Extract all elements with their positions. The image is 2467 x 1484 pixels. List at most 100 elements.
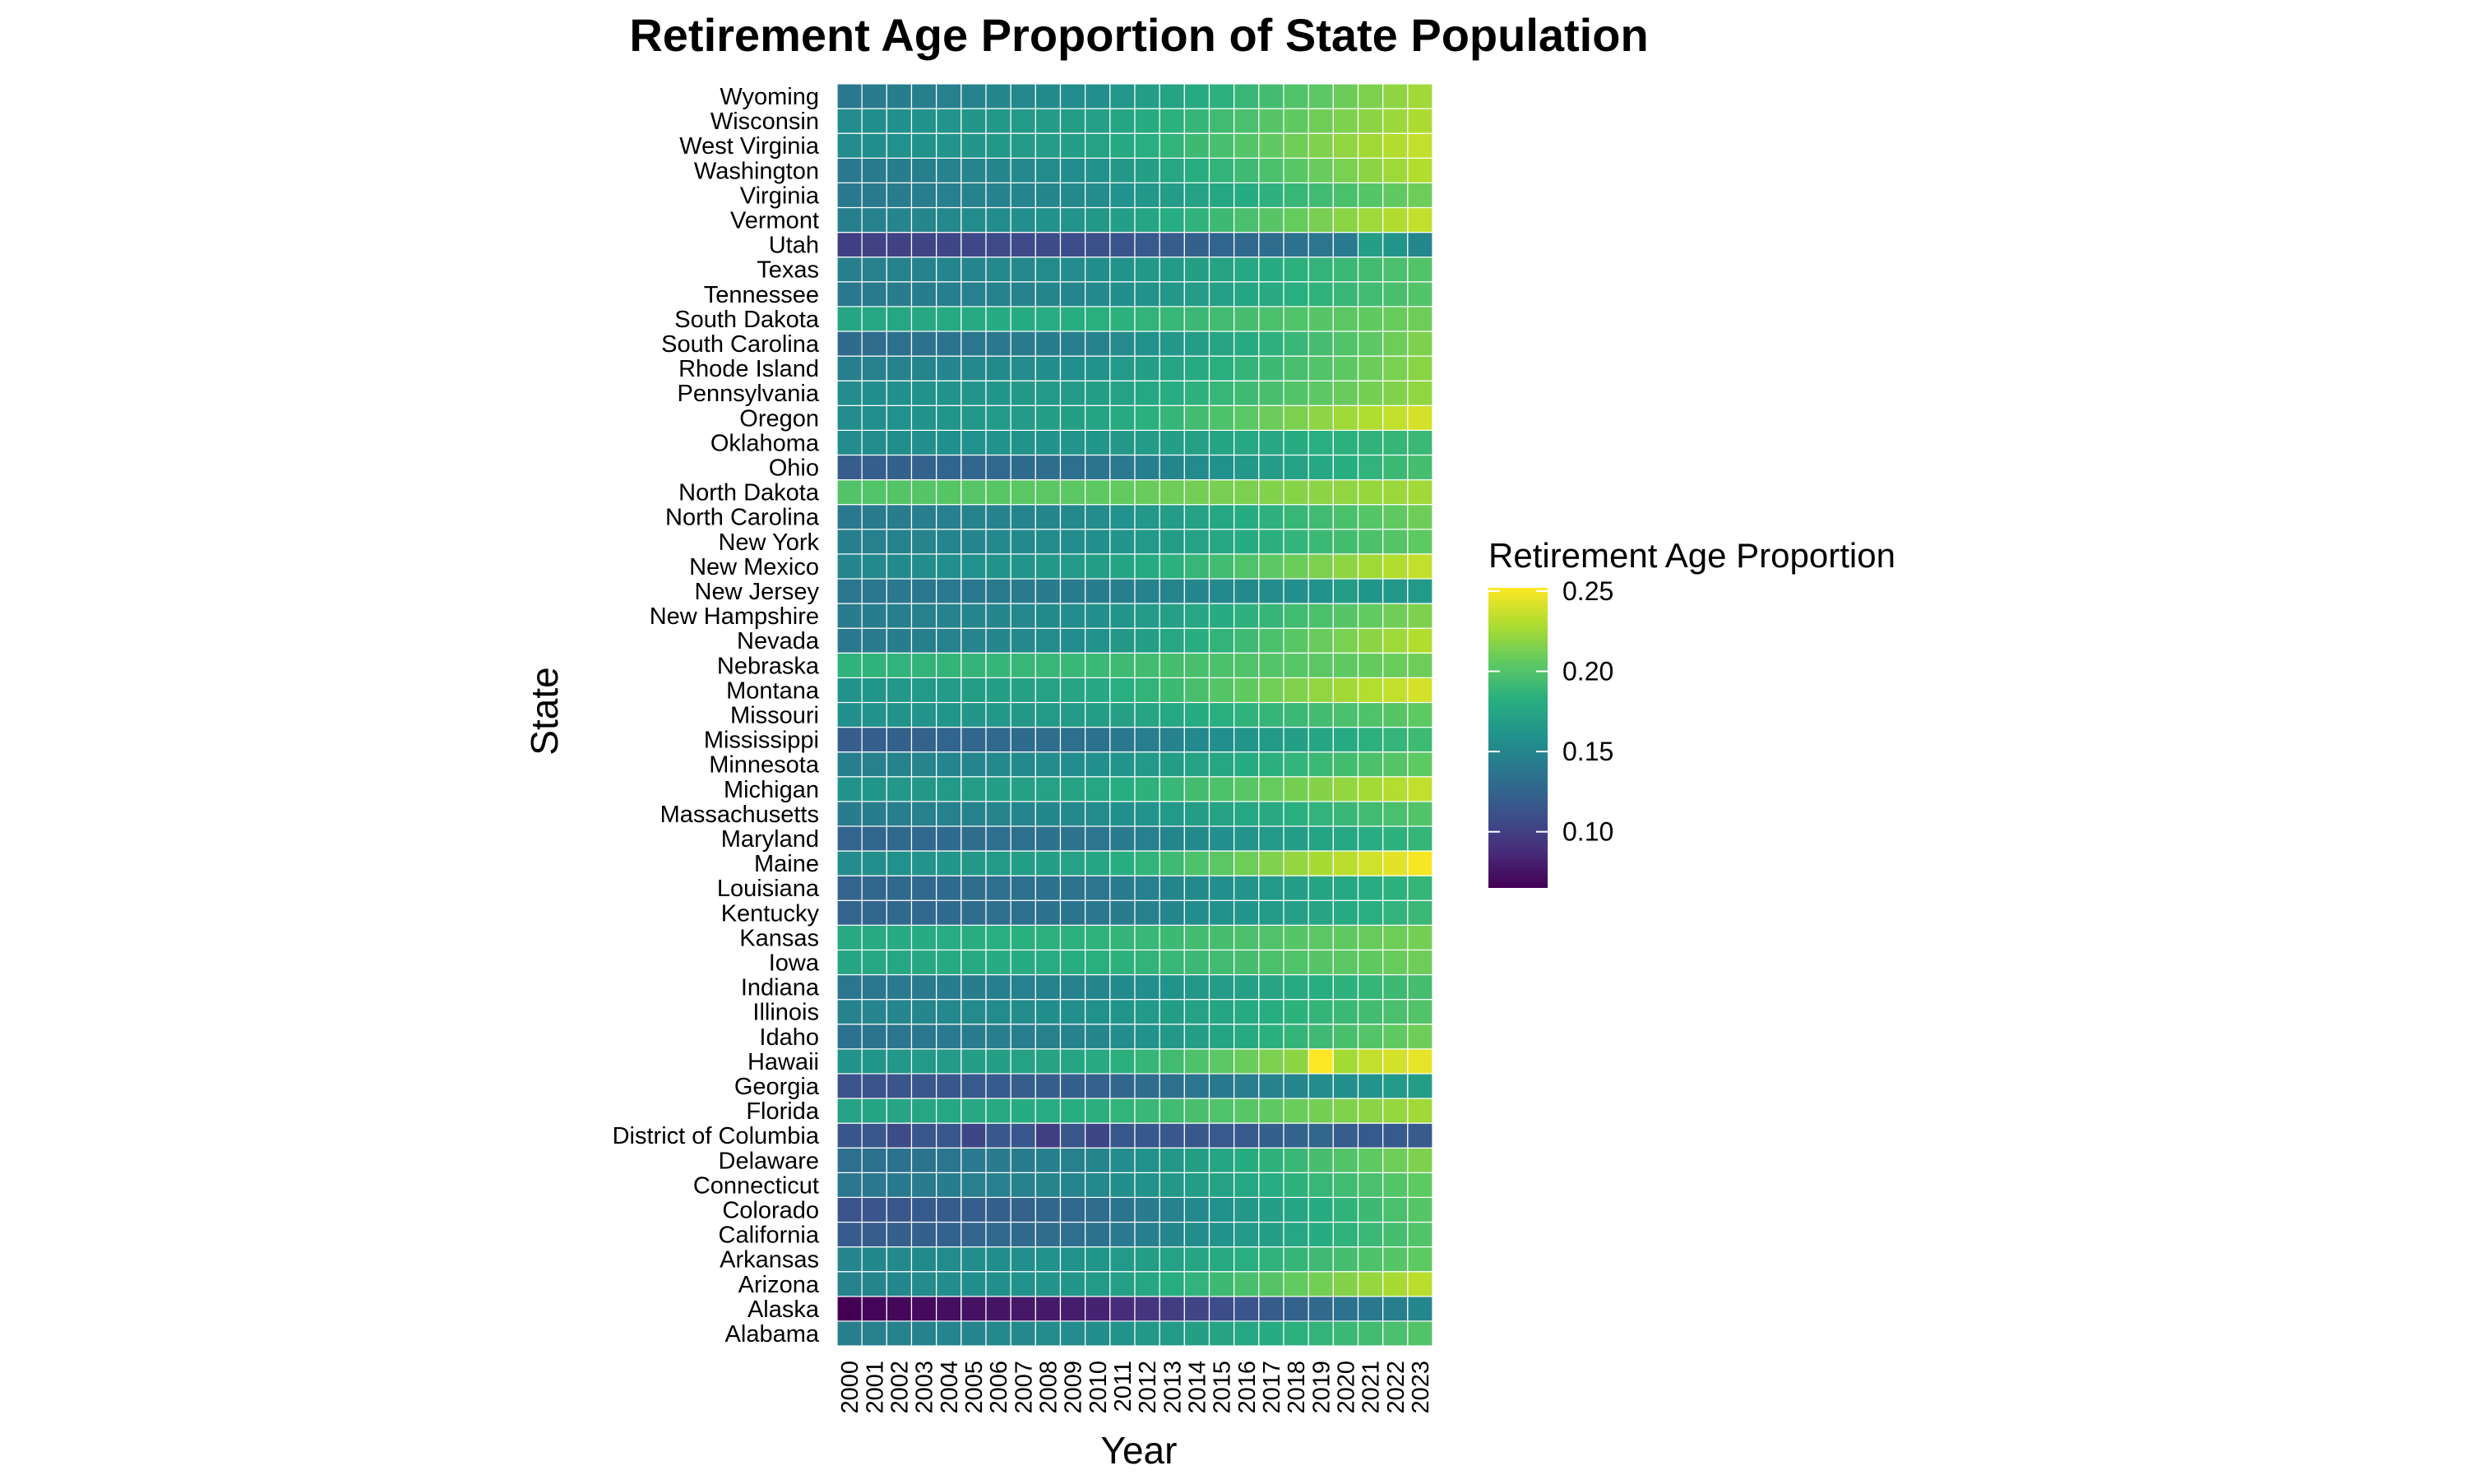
heatmap-cell <box>1208 701 1235 728</box>
heatmap-cell <box>1034 1073 1062 1099</box>
heatmap-cell <box>1382 108 1409 134</box>
heatmap-cell <box>861 801 887 827</box>
heatmap-cell <box>1134 801 1160 827</box>
heatmap-cell <box>1258 1098 1284 1124</box>
heatmap-cell <box>1208 850 1235 876</box>
heatmap-cell <box>910 973 937 1001</box>
heatmap-cell <box>936 825 962 852</box>
heatmap-cell <box>1134 231 1160 258</box>
heatmap-cell <box>1010 825 1036 852</box>
heatmap-cell <box>1059 529 1086 555</box>
heatmap-cell <box>1234 206 1260 233</box>
heatmap-cell <box>1034 132 1062 159</box>
heatmap-cell <box>836 529 863 555</box>
heatmap-cell <box>1085 1172 1111 1199</box>
heatmap-cell <box>1183 231 1210 258</box>
heatmap-cell <box>1234 182 1260 209</box>
heatmap-cell <box>1109 529 1136 555</box>
heatmap-cell <box>836 1172 863 1199</box>
heatmap-cell <box>1159 1172 1185 1199</box>
heatmap-cell <box>1208 231 1235 258</box>
heatmap-cell <box>1407 973 1433 1001</box>
y-tick-label: Iowa <box>769 950 820 976</box>
x-tick-label: 2014 <box>1184 1361 1210 1414</box>
heatmap-cell <box>1357 751 1384 778</box>
heatmap-cell <box>1034 1048 1062 1075</box>
heatmap-cell <box>1332 875 1359 901</box>
heatmap-cell <box>1357 405 1384 431</box>
heatmap-cell <box>1382 182 1409 209</box>
heatmap-cell <box>1308 603 1334 629</box>
heatmap-cell <box>1234 825 1260 852</box>
heatmap-cell <box>861 1271 887 1297</box>
heatmap-cell <box>985 1098 1011 1124</box>
heatmap-cell <box>985 231 1011 258</box>
heatmap-cell <box>836 578 863 604</box>
heatmap-cell <box>1085 429 1111 456</box>
heatmap-cell <box>910 306 937 332</box>
heatmap-cell <box>1258 454 1284 481</box>
heatmap-cell <box>1407 949 1433 976</box>
heatmap-cell <box>886 973 913 1001</box>
heatmap-cell <box>1234 454 1260 481</box>
heatmap-cell <box>836 924 863 951</box>
heatmap-cell <box>1134 132 1160 159</box>
heatmap-cell <box>1382 627 1409 654</box>
heatmap-cell <box>1407 157 1433 183</box>
heatmap-cell <box>1134 1320 1160 1347</box>
heatmap-cell <box>1357 701 1384 728</box>
heatmap-cell <box>861 677 887 704</box>
heatmap-cell <box>1085 306 1111 332</box>
heatmap-cell <box>1382 1320 1409 1347</box>
heatmap-cell <box>910 529 937 555</box>
heatmap-cell <box>1234 627 1260 654</box>
heatmap-cell <box>1059 701 1086 728</box>
heatmap-cell <box>1085 1073 1111 1099</box>
heatmap-cell <box>1085 157 1111 183</box>
heatmap-cell <box>1183 1221 1210 1248</box>
heatmap-cell <box>960 999 987 1025</box>
heatmap-cell <box>1183 726 1210 753</box>
heatmap-cell <box>1059 924 1086 951</box>
heatmap-cell <box>861 157 887 183</box>
heatmap-cell <box>1308 553 1334 580</box>
y-tick-label: North Dakota <box>678 480 820 506</box>
heatmap-cell <box>1109 182 1136 209</box>
heatmap-cell <box>1382 83 1409 109</box>
heatmap-cell <box>1183 627 1210 654</box>
heatmap-cell <box>1059 1147 1086 1173</box>
heatmap-cell <box>1357 949 1384 976</box>
heatmap-cell <box>1332 850 1359 876</box>
heatmap-cell <box>936 652 962 678</box>
heatmap-cell <box>1085 1048 1111 1075</box>
heatmap-cell <box>1109 1098 1136 1124</box>
heatmap-cell <box>1234 306 1260 332</box>
heatmap-cell <box>1183 1048 1210 1075</box>
heatmap-cell <box>1208 751 1235 778</box>
heatmap-cell <box>1308 405 1334 431</box>
heatmap-cell <box>1183 553 1210 580</box>
x-tick-label: 2004 <box>937 1361 963 1414</box>
y-tick-label: Illinois <box>752 1000 819 1026</box>
y-tick-label: California <box>719 1223 820 1249</box>
heatmap-cell <box>1010 1296 1036 1322</box>
heatmap-cell <box>1283 257 1309 283</box>
heatmap-cell <box>1034 478 1062 506</box>
heatmap-cell <box>1183 875 1210 901</box>
heatmap-cell <box>861 83 887 109</box>
heatmap-cell <box>886 701 913 728</box>
heatmap-cell <box>1283 578 1309 604</box>
y-tick-label: Kentucky <box>721 900 820 927</box>
heatmap-cell <box>1085 355 1111 381</box>
heatmap-cell <box>886 108 913 134</box>
heatmap-cell <box>1183 1122 1210 1149</box>
heatmap-cell <box>1283 1048 1309 1075</box>
x-tick-label: 2018 <box>1284 1361 1310 1414</box>
heatmap-cell <box>1407 1024 1433 1050</box>
heatmap-cell <box>985 182 1011 209</box>
heatmap-cell <box>1407 825 1433 852</box>
heatmap-cell <box>1357 652 1384 678</box>
heatmap-cell <box>1283 825 1309 852</box>
heatmap-cell <box>1085 257 1111 283</box>
y-tick-label: Oklahoma <box>710 430 820 456</box>
